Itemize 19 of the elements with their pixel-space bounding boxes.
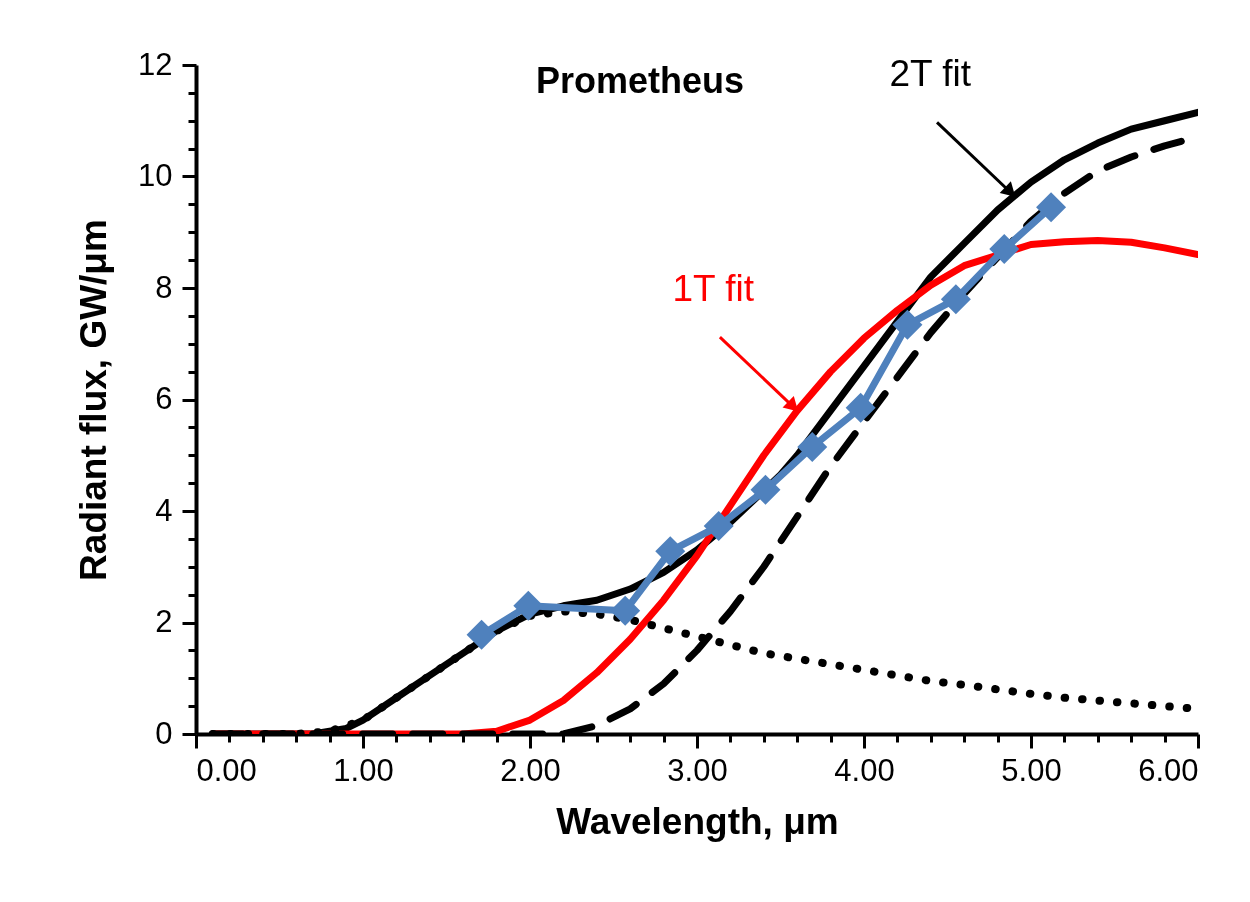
y-axis-title: Radiant flux, GW/μm	[73, 219, 115, 581]
annotation: 2T fit	[889, 53, 972, 95]
x-tick-label: 6.00	[1138, 752, 1199, 788]
x-tick-label: 1.00	[333, 752, 394, 788]
y-tick-label: 8	[155, 269, 173, 305]
annotation: 1T fit	[672, 267, 755, 309]
x-tick-label: 0.00	[196, 752, 257, 788]
y-tick-label: 2	[155, 604, 173, 639]
x-tick-label: 5.00	[1001, 752, 1062, 788]
y-tick-label: 6	[155, 381, 173, 416]
y-tick-label: 0	[155, 715, 173, 751]
x-tick-label: 4.00	[834, 752, 895, 788]
y-tick-label: 10	[138, 158, 173, 193]
chart-title: Prometheus	[535, 60, 745, 101]
x-axis-title: Wavelength, μm	[556, 800, 839, 842]
y-tick-label: 4	[155, 492, 173, 528]
x-tick-label: 3.00	[667, 752, 728, 788]
y-tick-label: 12	[138, 46, 173, 82]
x-tick-label: 2.00	[500, 752, 561, 788]
